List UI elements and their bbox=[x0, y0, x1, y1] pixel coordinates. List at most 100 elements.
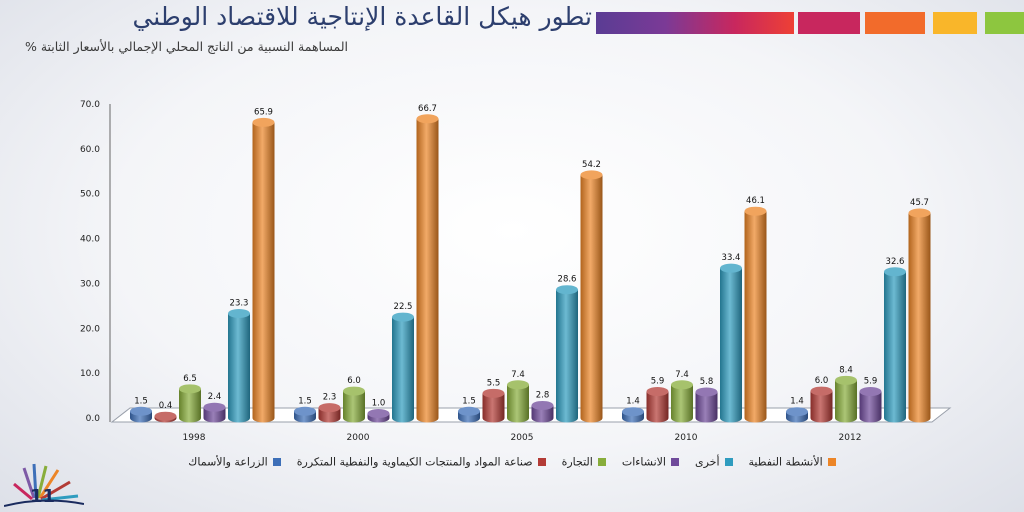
y-tick-label: 70.0 bbox=[80, 100, 100, 110]
y-tick-label: 20.0 bbox=[80, 324, 100, 334]
legend-label: أخرى bbox=[694, 455, 720, 469]
chart-bar bbox=[908, 208, 931, 423]
decor-color-block bbox=[933, 12, 977, 34]
data-label: 7.4 bbox=[511, 370, 525, 380]
data-label: 0.4 bbox=[159, 401, 173, 411]
chart-bar bbox=[556, 285, 578, 423]
x-tick-label: 2010 bbox=[675, 433, 698, 443]
data-label: 22.5 bbox=[394, 302, 413, 312]
data-label: 54.2 bbox=[582, 160, 601, 170]
x-tick-label: 1998 bbox=[183, 433, 206, 443]
x-tick-label: 2005 bbox=[511, 433, 534, 443]
legend-swatch bbox=[724, 458, 733, 466]
legend-label: الأنشطة النفطية bbox=[748, 455, 823, 469]
legend-swatch bbox=[827, 458, 836, 466]
legend-label: الانشاءات bbox=[621, 455, 666, 469]
legend-item: أخرى bbox=[695, 455, 733, 469]
chart-bar bbox=[343, 386, 365, 423]
data-label: 6.5 bbox=[183, 374, 197, 384]
data-label: 45.7 bbox=[910, 198, 929, 208]
legend-label: صناعة المواد والمنتجات الكيماوية والنفطي… bbox=[296, 455, 533, 469]
chart-bar bbox=[179, 384, 201, 423]
chart-bar bbox=[228, 308, 250, 423]
chart-bar bbox=[859, 387, 882, 423]
data-label: 1.4 bbox=[790, 397, 804, 407]
data-label: 1.0 bbox=[372, 399, 386, 409]
slide-title: تطور هيكل القاعدة الإنتاجية للاقتصاد الو… bbox=[132, 2, 592, 31]
x-tick-label: 2000 bbox=[347, 433, 370, 443]
data-label: 5.5 bbox=[487, 378, 501, 388]
data-label: 2.3 bbox=[323, 393, 337, 403]
chart-bar bbox=[671, 380, 693, 423]
chart-bar bbox=[130, 406, 152, 423]
data-label: 32.6 bbox=[886, 257, 905, 267]
data-label: 1.5 bbox=[298, 396, 312, 406]
data-label: 1.5 bbox=[134, 396, 148, 406]
y-tick-label: 50.0 bbox=[80, 190, 100, 200]
chart-bar bbox=[695, 387, 718, 423]
chart-bar bbox=[367, 409, 390, 423]
slide-subtitle: المساهمة النسبية من الناتج المحلي الإجما… bbox=[24, 39, 348, 54]
legend-swatch bbox=[597, 458, 606, 466]
y-tick-label: 30.0 bbox=[80, 279, 100, 289]
data-label: 5.9 bbox=[651, 377, 665, 387]
data-label: 6.0 bbox=[815, 376, 829, 386]
chart-legend: الزراعة والأسماك صناعة المواد والمنتجات ا… bbox=[0, 455, 1024, 469]
chart-bar bbox=[646, 387, 669, 423]
data-label: 8.4 bbox=[839, 365, 853, 375]
data-label: 46.1 bbox=[746, 196, 765, 206]
chart-bar bbox=[744, 206, 767, 423]
legend-label: الزراعة والأسماك bbox=[188, 455, 268, 469]
chart-bar bbox=[720, 263, 742, 423]
legend-swatch bbox=[670, 458, 679, 466]
chart-bar bbox=[392, 312, 414, 423]
data-label: 1.4 bbox=[626, 397, 640, 407]
legend-item: التجارة bbox=[562, 455, 606, 469]
legend-swatch bbox=[272, 458, 281, 466]
chart-bar bbox=[154, 411, 177, 423]
data-label: 23.3 bbox=[230, 298, 249, 308]
chart-bar bbox=[810, 386, 833, 423]
page-number: 11 bbox=[30, 486, 56, 507]
chart-bar bbox=[294, 406, 316, 423]
x-tick-label: 2012 bbox=[839, 433, 862, 443]
legend-swatch bbox=[537, 458, 546, 466]
decor-gradient-bar bbox=[596, 12, 794, 34]
y-tick-label: 10.0 bbox=[80, 369, 100, 379]
y-tick-label: 60.0 bbox=[80, 145, 100, 155]
data-label: 6.0 bbox=[347, 376, 361, 386]
data-label: 2.8 bbox=[536, 390, 550, 400]
legend-item: الانشاءات bbox=[622, 455, 679, 469]
chart-bar bbox=[507, 380, 529, 423]
y-tick-label: 40.0 bbox=[80, 235, 100, 245]
chart-bar bbox=[622, 407, 644, 423]
data-label: 66.7 bbox=[418, 104, 437, 114]
legend-label: التجارة bbox=[561, 455, 593, 469]
decor-color-block bbox=[985, 12, 1024, 34]
legend-item: صناعة المواد والمنتجات الكيماوية والنفطي… bbox=[297, 455, 546, 469]
legend-item: الأنشطة النفطية bbox=[749, 455, 836, 469]
decor-color-block bbox=[865, 12, 925, 34]
chart-bar bbox=[835, 375, 857, 423]
y-tick-label: 0.0 bbox=[86, 414, 101, 424]
data-label: 5.8 bbox=[700, 377, 714, 387]
data-label: 2.4 bbox=[208, 392, 222, 402]
chart-bar bbox=[318, 403, 341, 423]
chart-bar bbox=[203, 402, 226, 423]
chart-bar bbox=[482, 388, 505, 423]
chart-bar bbox=[884, 267, 906, 423]
decor-color-block bbox=[798, 12, 860, 34]
data-label: 33.4 bbox=[722, 253, 741, 263]
data-label: 5.9 bbox=[864, 377, 878, 387]
chart-bar bbox=[252, 117, 275, 423]
chart-bar bbox=[580, 170, 603, 423]
data-label: 28.6 bbox=[558, 275, 577, 285]
data-label: 7.4 bbox=[675, 370, 689, 380]
chart-bar bbox=[531, 400, 554, 423]
logo-icon bbox=[4, 463, 84, 507]
legend-item: الزراعة والأسماك bbox=[188, 455, 281, 469]
data-label: 1.5 bbox=[462, 396, 476, 406]
chart-bar bbox=[786, 407, 808, 423]
data-label: 65.9 bbox=[254, 107, 273, 117]
